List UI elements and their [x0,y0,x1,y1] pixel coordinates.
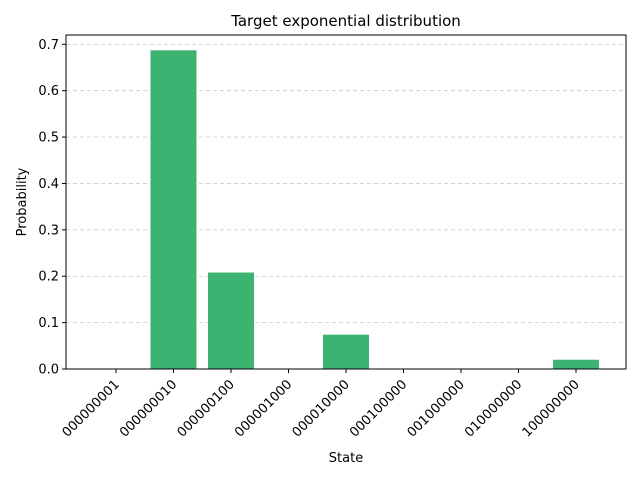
plot-frame [65,34,627,370]
y-tick-label: 0.1 [38,316,59,331]
chart-title: Target exponential distribution [230,12,461,30]
x-tick-label: 000001000 [232,377,295,440]
y-tick-label: 0.0 [38,363,59,378]
bar-000000010 [150,50,197,369]
x-tick-label: 000100000 [347,377,410,440]
y-tick-label: 0.4 [38,177,59,192]
x-tick-label: 001000000 [405,377,468,440]
y-tick-label: 0.2 [38,270,59,285]
x-tick-label: 000010000 [290,377,353,440]
x-tick-label: 000000100 [175,377,238,440]
y-tick-label: 0.5 [38,131,59,146]
x-tick-label: 100000000 [520,377,583,440]
bar-100000000 [553,359,599,369]
bar-000000100 [208,272,254,369]
y-axis-label: Probability [15,167,30,236]
bar-000010000 [323,334,369,369]
y-gridlines [66,43,626,370]
x-axis: 0000000010000000100000001000000010000000… [60,369,583,440]
x-tick-label: 010000000 [462,377,525,440]
y-tick-label: 0.3 [38,223,59,238]
y-tick-label: 0.7 [38,38,59,53]
y-tick-label: 0.6 [38,84,59,99]
y-axis: 0.0 0.1 0.2 0.3 0.4 0.5 0.6 0.7 [38,38,66,378]
bars [150,50,599,369]
x-tick-label: 000000001 [60,377,123,440]
x-tick-label: 000000010 [117,377,180,440]
x-axis-label: State [329,451,363,466]
